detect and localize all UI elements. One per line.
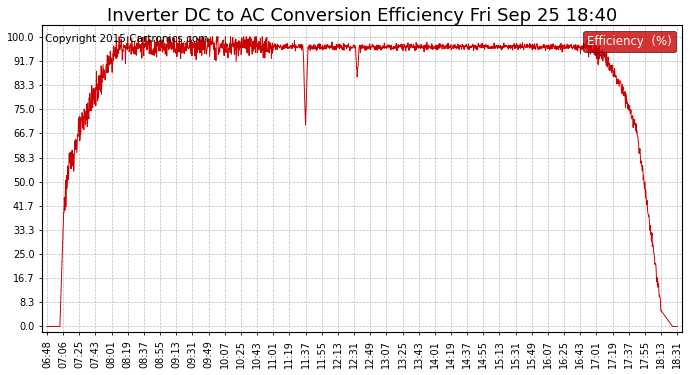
- Legend: Efficiency  (%): Efficiency (%): [583, 31, 676, 52]
- Title: Inverter DC to AC Conversion Efficiency Fri Sep 25 18:40: Inverter DC to AC Conversion Efficiency …: [107, 7, 618, 25]
- Text: Copyright 2015 Cartronics.com: Copyright 2015 Cartronics.com: [46, 34, 208, 44]
